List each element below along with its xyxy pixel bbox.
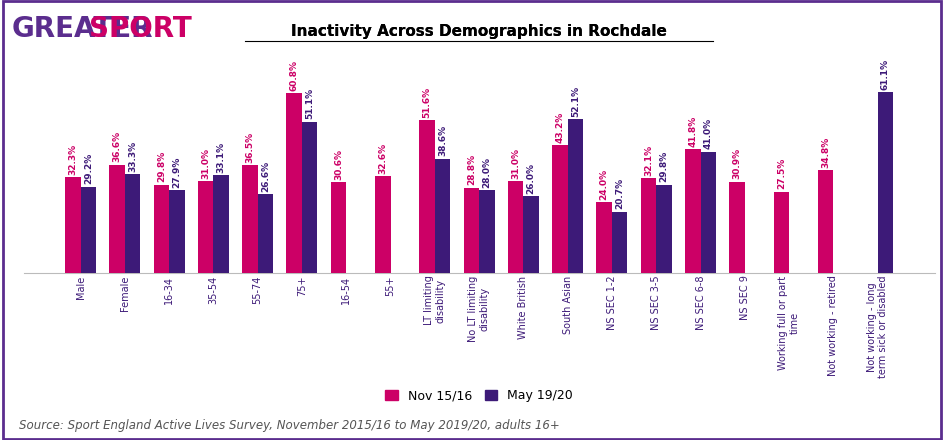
Text: 36.6%: 36.6% (112, 131, 122, 162)
Bar (243, 165, 258, 273)
Text: 43.2%: 43.2% (555, 112, 565, 143)
Bar (641, 178, 656, 273)
Bar (302, 122, 317, 273)
Bar (169, 191, 185, 273)
Text: 33.3%: 33.3% (128, 141, 137, 172)
Text: 34.8%: 34.8% (821, 136, 830, 168)
Text: Source: Sport England Active Lives Survey, November 2015/16 to May 2019/20, adul: Source: Sport England Active Lives Surve… (19, 419, 560, 432)
Text: GREATER: GREATER (11, 15, 153, 44)
Text: 29.8%: 29.8% (157, 151, 166, 183)
Text: 51.1%: 51.1% (305, 88, 314, 120)
Text: 60.8%: 60.8% (290, 60, 298, 91)
Text: 30.6%: 30.6% (334, 149, 343, 180)
Bar (286, 93, 302, 273)
Text: 32.3%: 32.3% (68, 144, 77, 175)
Bar (435, 159, 450, 273)
Bar (125, 174, 141, 273)
Bar (523, 196, 539, 273)
Bar (198, 181, 213, 273)
Bar (685, 149, 700, 273)
Text: 28.0%: 28.0% (482, 157, 491, 188)
Bar (878, 92, 893, 273)
Text: Inactivity Across Demographics in Rochdale: Inactivity Across Demographics in Rochda… (291, 24, 667, 39)
Text: 41.0%: 41.0% (704, 118, 713, 149)
Bar (213, 175, 228, 273)
Text: 51.6%: 51.6% (423, 87, 431, 118)
Bar (612, 212, 628, 273)
Bar (567, 119, 583, 273)
Text: 26.6%: 26.6% (261, 161, 270, 192)
Text: 27.9%: 27.9% (173, 157, 181, 188)
Bar (597, 202, 612, 273)
Bar (656, 185, 672, 273)
Text: 33.1%: 33.1% (216, 142, 226, 172)
Text: 24.0%: 24.0% (599, 169, 609, 199)
Text: 20.7%: 20.7% (615, 178, 624, 209)
Text: 30.9%: 30.9% (733, 148, 742, 179)
Text: 36.5%: 36.5% (245, 132, 254, 163)
Text: 52.1%: 52.1% (571, 85, 580, 117)
Text: 61.1%: 61.1% (881, 59, 890, 90)
Text: 31.0%: 31.0% (511, 148, 520, 179)
Bar (508, 181, 523, 273)
Text: 32.6%: 32.6% (379, 143, 387, 174)
Bar (154, 185, 169, 273)
Bar (375, 176, 391, 273)
Text: 29.2%: 29.2% (84, 153, 93, 184)
Bar (818, 170, 834, 273)
Text: 31.0%: 31.0% (201, 148, 211, 179)
Bar (552, 145, 567, 273)
Legend: Nov 15/16, May 19/20: Nov 15/16, May 19/20 (380, 384, 578, 407)
Bar (110, 165, 125, 273)
Bar (479, 190, 495, 273)
Text: SPORT: SPORT (89, 15, 192, 44)
Bar (330, 183, 346, 273)
Bar (65, 177, 80, 273)
Text: 38.6%: 38.6% (438, 125, 447, 156)
Bar (258, 194, 273, 273)
Text: 27.5%: 27.5% (777, 158, 785, 189)
Text: 41.8%: 41.8% (688, 116, 698, 147)
Bar (700, 152, 716, 273)
Bar (730, 182, 745, 273)
Bar (80, 187, 96, 273)
Bar (773, 191, 789, 273)
Text: 29.8%: 29.8% (660, 151, 668, 183)
Text: 26.0%: 26.0% (527, 163, 535, 194)
Text: 28.8%: 28.8% (467, 154, 476, 185)
Text: Inactivity Across Demographics in Rochdale: Inactivity Across Demographics in Rochda… (291, 24, 667, 39)
Text: 32.1%: 32.1% (644, 144, 653, 176)
Bar (419, 121, 435, 273)
Bar (464, 188, 479, 273)
